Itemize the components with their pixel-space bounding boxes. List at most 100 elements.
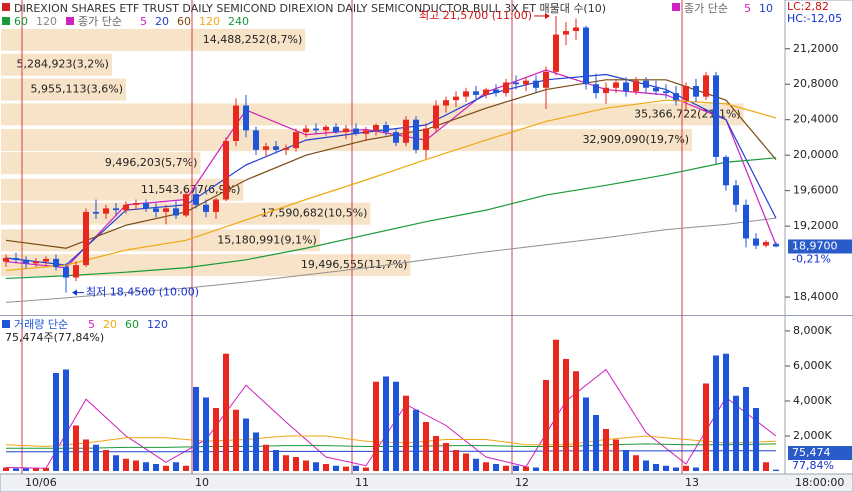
candle-body xyxy=(743,204,749,239)
volume-bar xyxy=(313,462,319,471)
volume-bar xyxy=(723,353,729,471)
y-tick-label: 19,6000 xyxy=(793,184,839,197)
candle-body xyxy=(573,27,579,32)
volume-bar xyxy=(183,465,189,471)
candle-body xyxy=(63,266,69,278)
candle-body xyxy=(3,258,9,262)
time-label: 18:00:00 xyxy=(795,476,844,489)
legend-item: 120 xyxy=(147,318,168,331)
volume-bar xyxy=(663,465,669,471)
volume-bar xyxy=(193,386,199,471)
volume-bar xyxy=(213,407,219,471)
y-tick-label: 19,2000 xyxy=(793,219,839,232)
last-change: -0,21% xyxy=(792,252,831,265)
candle-body xyxy=(623,82,629,92)
legend-box xyxy=(2,17,10,25)
legend-item: 60 xyxy=(125,318,139,331)
x-tick-label: 11 xyxy=(355,476,369,489)
candle-body xyxy=(233,105,239,141)
volume-bar xyxy=(423,421,429,471)
candle-body xyxy=(323,126,329,131)
profile-bar xyxy=(1,28,306,51)
date-axis xyxy=(0,473,853,492)
volume-bar xyxy=(103,449,109,471)
candle-body xyxy=(133,203,139,205)
candle-body xyxy=(383,125,389,133)
candle-body xyxy=(93,211,99,214)
candle-body xyxy=(593,84,599,94)
legend-box xyxy=(672,3,680,11)
candle-body xyxy=(583,27,589,85)
candle-body xyxy=(393,132,399,143)
candle-body xyxy=(563,31,569,35)
legend-item: 20 xyxy=(103,318,117,331)
candle-body xyxy=(473,91,479,95)
volume-bar xyxy=(593,414,599,471)
volume-bar xyxy=(633,455,639,471)
volume-bar xyxy=(403,395,409,471)
volume-bar xyxy=(73,425,79,471)
candle-body xyxy=(43,258,49,262)
volume-bar xyxy=(263,444,269,471)
y-tick-label: 21,2000 xyxy=(793,42,839,55)
y-tick-label: 8,000K xyxy=(793,324,832,337)
volume-bar xyxy=(493,463,499,471)
lc-label: LC:2,82 xyxy=(787,0,829,13)
profile-bar xyxy=(1,152,201,175)
volume-bar xyxy=(253,432,259,471)
chart-title: DIREXION SHARES ETF TRUST DAILY SEMICOND… xyxy=(14,2,606,15)
volume-bar xyxy=(463,453,469,471)
volume-bar xyxy=(173,462,179,471)
last-price: 18,9700 xyxy=(792,239,838,252)
volume-bar xyxy=(433,435,439,471)
annotation-arrowhead xyxy=(72,289,77,296)
candle-body xyxy=(733,185,739,205)
volume-bar xyxy=(483,462,489,471)
volume-bar xyxy=(163,465,169,471)
volume-bar xyxy=(683,465,689,471)
volume-bar xyxy=(223,353,229,471)
profile-bar xyxy=(1,103,744,126)
y-tick-label: 4,000K xyxy=(793,394,832,407)
candle-body xyxy=(183,194,189,216)
candle-body xyxy=(643,80,649,88)
profile-label: 9,496,203(5,7%) xyxy=(105,156,198,169)
y-tick-label: 20,0000 xyxy=(793,148,839,161)
legend-title: 종가 단순 xyxy=(684,2,728,15)
ma-line xyxy=(5,217,777,303)
profile-bar xyxy=(1,78,127,101)
legend-item: 20 xyxy=(155,15,169,28)
profile-label: 14,488,252(8,7%) xyxy=(203,33,303,46)
volume-bar xyxy=(343,466,349,471)
legend-item: 240 xyxy=(228,15,249,28)
volume-bar xyxy=(333,465,339,471)
profile-label: 32,909,090(19,7%) xyxy=(583,133,690,146)
candle-body xyxy=(373,125,379,131)
volume-bar xyxy=(563,358,569,471)
candle-body xyxy=(353,128,359,134)
candle-body xyxy=(673,93,679,101)
candle-body xyxy=(293,132,299,149)
volume-bar xyxy=(43,467,49,471)
candle-body xyxy=(533,80,539,88)
volume-bar xyxy=(713,355,719,471)
volume-bar xyxy=(133,460,139,471)
legend-item: 10 xyxy=(759,2,773,15)
legend-item: 60 xyxy=(14,15,28,28)
candle-body xyxy=(113,208,119,211)
candle-body xyxy=(143,203,149,209)
candle-body xyxy=(303,128,309,133)
volume-bar xyxy=(13,468,19,471)
candle-body xyxy=(253,130,259,150)
last-volume: 75,474 xyxy=(792,446,831,459)
ma-line xyxy=(5,157,777,280)
y-tick-label: 20,8000 xyxy=(793,77,839,90)
x-tick-label: 12 xyxy=(515,476,529,489)
volume-bar xyxy=(83,439,89,471)
candle-body xyxy=(553,34,559,72)
candle-body xyxy=(343,128,349,133)
volume-bar xyxy=(93,444,99,471)
volume-bar xyxy=(413,409,419,471)
candle-body xyxy=(153,208,159,212)
candle-body xyxy=(603,87,609,94)
